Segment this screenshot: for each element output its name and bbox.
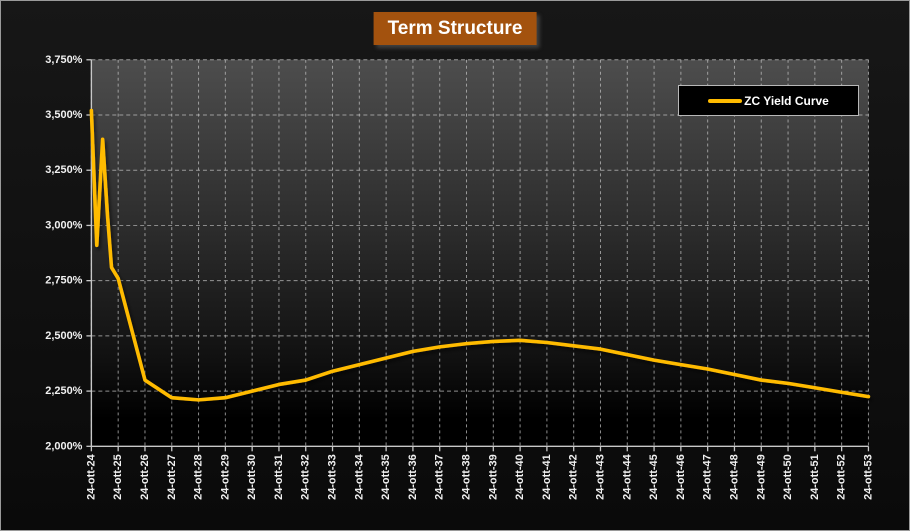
y-tick-label: 2,750% <box>45 275 82 287</box>
x-tick-label: 24-ott-28 <box>193 454 205 500</box>
x-tick-label: 24-ott-26 <box>139 454 151 500</box>
x-tick-label: 24-ott-49 <box>755 454 767 500</box>
x-tick-label: 24-ott-36 <box>407 454 419 500</box>
y-tick-label: 2,000% <box>45 440 82 452</box>
chart-title: Term Structure <box>373 12 537 45</box>
x-tick-label: 24-ott-32 <box>300 454 312 500</box>
x-tick-label: 24-ott-39 <box>487 454 499 500</box>
legend-label: ZC Yield Curve <box>744 93 829 108</box>
x-tick-label: 24-ott-40 <box>514 454 526 500</box>
x-tick-label: 24-ott-41 <box>541 454 553 500</box>
y-tick-label: 2,500% <box>45 330 82 342</box>
x-tick-label: 24-ott-38 <box>461 454 473 500</box>
x-tick-label: 24-ott-53 <box>862 454 874 500</box>
x-tick-label: 24-ott-33 <box>327 454 339 500</box>
zc-yield-curve-line <box>89 108 871 402</box>
x-tick-label: 24-ott-27 <box>166 454 178 500</box>
y-tick-label: 3,250% <box>45 164 82 176</box>
x-tick-label: 24-ott-51 <box>809 454 821 500</box>
y-tick-label: 3,500% <box>45 109 82 121</box>
x-tick-label: 24-ott-43 <box>594 454 606 500</box>
x-tick-label: 24-ott-25 <box>112 454 124 500</box>
x-tick-label: 24-ott-24 <box>85 453 97 499</box>
x-tick-label: 24-ott-46 <box>675 454 687 500</box>
x-tick-label: 24-ott-29 <box>219 454 231 500</box>
x-tick-label: 24-ott-42 <box>568 454 580 500</box>
x-tick-label: 24-ott-48 <box>728 454 740 500</box>
x-tick-label: 24-ott-34 <box>353 453 365 499</box>
x-tick-label: 24-ott-35 <box>380 454 392 500</box>
x-tick-label: 24-ott-52 <box>836 454 848 500</box>
x-tick-label: 24-ott-45 <box>648 454 660 500</box>
x-tick-label: 24-ott-44 <box>621 453 633 499</box>
plot-area <box>91 59 869 447</box>
y-tick-label: 2,250% <box>45 385 82 397</box>
x-tick-label: 24-ott-30 <box>246 454 258 500</box>
x-tick-label: 24-ott-50 <box>782 454 794 500</box>
y-tick-label: 3,750% <box>45 54 82 66</box>
x-tick-label: 24-ott-47 <box>702 454 714 500</box>
legend: ZC Yield Curve <box>678 85 859 116</box>
legend-line-sample <box>708 98 743 103</box>
y-tick-label: 3,000% <box>45 219 82 231</box>
x-tick-label: 24-ott-31 <box>273 454 285 500</box>
x-tick-label: 24-ott-37 <box>434 454 446 500</box>
